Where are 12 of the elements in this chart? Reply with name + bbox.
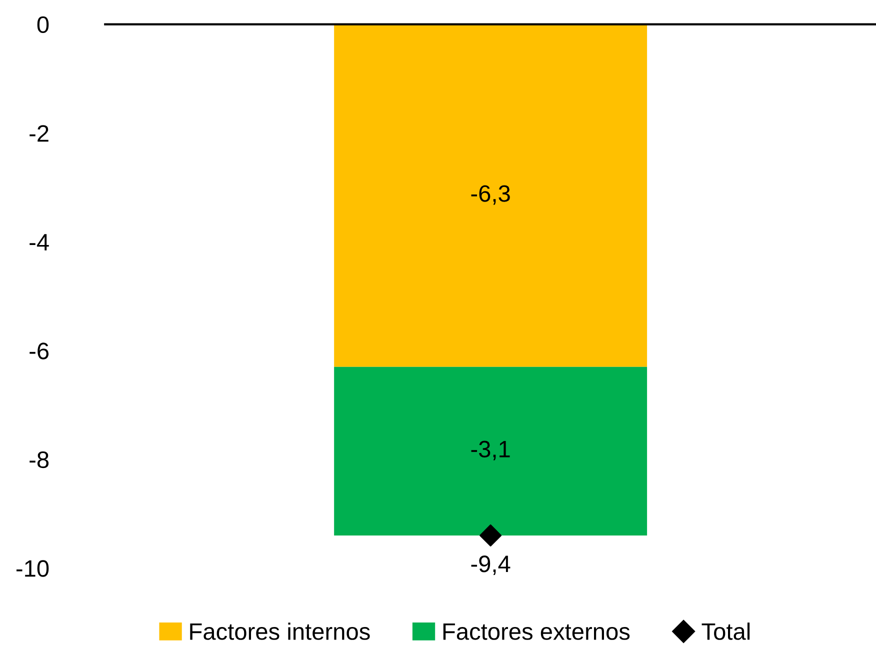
y-tick-label: -8	[30, 451, 49, 468]
data-label: -3,1	[471, 440, 510, 460]
y-tick-label: -6	[30, 342, 49, 360]
legend-label: Factores externos	[443, 623, 630, 640]
y-tick-label: 0	[37, 16, 49, 34]
y-tick-label: -10	[16, 560, 49, 577]
y-tick-label: -2	[30, 125, 48, 142]
data-label: -6,3	[471, 185, 510, 205]
legend-label: Total	[702, 622, 750, 640]
legend-label: Factores internos	[190, 622, 370, 640]
data-label: -9,4	[471, 556, 510, 576]
y-tick-label: -4	[30, 234, 49, 250]
